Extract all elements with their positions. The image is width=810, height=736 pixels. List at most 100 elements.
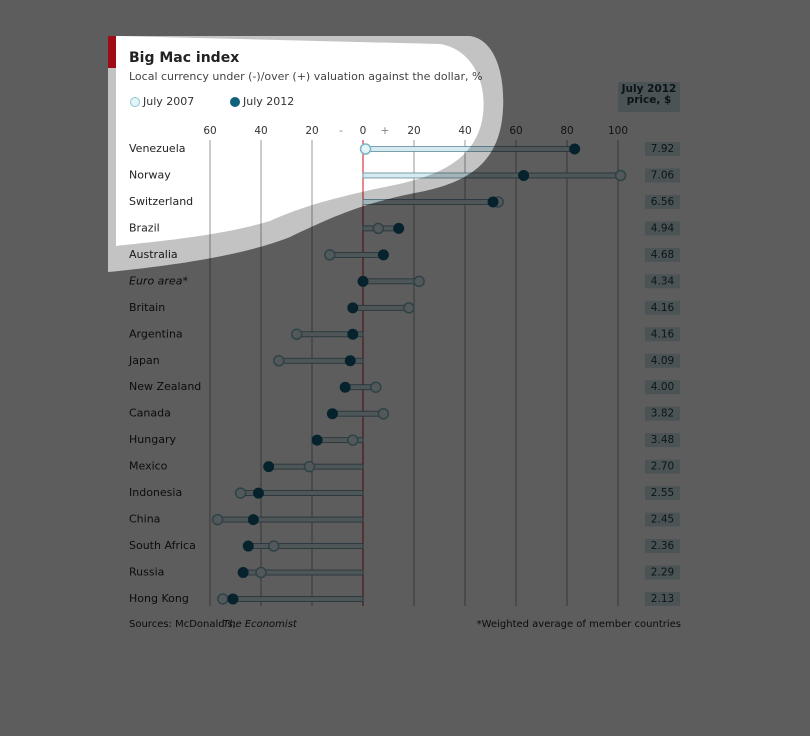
price-label: 4.34 — [651, 275, 675, 287]
dot-2007 — [255, 566, 267, 579]
connector — [362, 199, 499, 205]
dot-2012 — [377, 249, 389, 261]
dot-2012 — [518, 169, 530, 181]
dot-2012 — [357, 275, 369, 287]
price-label: 7.92 — [651, 143, 674, 155]
connector — [268, 463, 364, 470]
connector — [362, 146, 576, 152]
connector — [352, 304, 410, 311]
price-header-box: July 2012 price, $ — [618, 82, 680, 112]
x-tick-label: 20 — [407, 125, 420, 137]
dot-2007 — [370, 381, 382, 393]
connector — [222, 596, 364, 602]
dot-2007 — [413, 275, 425, 288]
dot-2007 — [268, 540, 280, 552]
dot-2007 — [303, 460, 316, 473]
subtitle: Local currency under (-)/over (+) valuat… — [129, 70, 482, 83]
source-name: The Economist — [223, 619, 298, 630]
category-label: Canada — [129, 407, 171, 420]
plus-sign: + — [380, 124, 389, 137]
dot-2012 — [237, 567, 249, 579]
category-label: Russia — [129, 566, 164, 579]
dot-2007 — [324, 249, 336, 261]
category-label: Argentina — [129, 327, 183, 340]
category-label: Brazil — [129, 221, 160, 234]
dot-2012 — [242, 540, 254, 552]
category-label: South Africa — [129, 539, 196, 552]
category-label: China — [129, 513, 160, 526]
x-tick-label: 80 — [560, 125, 573, 137]
price-label: 3.48 — [651, 434, 674, 446]
price-label: 6.56 — [651, 196, 675, 208]
dot-2012 — [252, 487, 264, 499]
category-label: Japan — [128, 354, 160, 367]
dot-2007 — [347, 434, 359, 446]
dot-2012 — [311, 434, 323, 446]
x-tick-label: 40 — [458, 125, 471, 137]
price-label: 4.68 — [651, 249, 674, 261]
category-label: Britain — [129, 301, 165, 314]
dot-2007 — [273, 355, 285, 367]
price-label: 4.16 — [651, 302, 675, 314]
legend-label: July 2007 — [142, 95, 194, 108]
dot-2007 — [359, 143, 372, 155]
dot-2012 — [393, 222, 405, 234]
dot-2012 — [227, 593, 239, 605]
price-header: July 2012 price, $ — [618, 82, 680, 112]
chart-title: Big Mac index — [129, 50, 239, 66]
connector — [362, 278, 420, 285]
source: Sources: McDonald's; — [129, 619, 236, 630]
connector — [329, 251, 384, 258]
dot-2012 — [339, 381, 351, 393]
category-label: Mexico — [129, 460, 168, 473]
x-tick-label: 20 — [305, 125, 318, 137]
dot-2007 — [403, 302, 415, 314]
category-label: Hungary — [129, 433, 176, 446]
dot-2012 — [344, 355, 356, 367]
dot-2012 — [487, 196, 499, 208]
category-label: Norway — [129, 168, 171, 181]
connector — [331, 410, 384, 417]
dot-2012 — [263, 461, 275, 473]
price-label: 2.13 — [651, 593, 674, 605]
price-label: 4.09 — [651, 355, 674, 367]
dot-2012 — [347, 328, 359, 340]
dot-2007 — [290, 328, 303, 341]
footnote: *Weighted average of member countries — [477, 619, 681, 630]
legend-marker — [130, 97, 140, 107]
connector — [362, 172, 621, 179]
dot-2012 — [247, 514, 259, 526]
dot-2007 — [372, 222, 385, 235]
dot-2012 — [326, 408, 338, 420]
x-tick-label: 100 — [608, 125, 628, 137]
price-label: 2.70 — [651, 461, 674, 473]
price-label: 2.36 — [651, 540, 675, 552]
category-label: Indonesia — [129, 486, 182, 499]
category-label: Euro area* — [129, 274, 188, 287]
dot-2012 — [569, 143, 581, 155]
price-label: 2.55 — [651, 487, 674, 499]
price-label: 7.06 — [651, 169, 675, 181]
price-label: 4.00 — [651, 381, 674, 393]
price-label: 2.29 — [651, 567, 674, 579]
legend-label: July 2012 — [242, 95, 294, 108]
x-tick-label: 0 — [360, 125, 367, 137]
legend-marker — [230, 97, 240, 107]
dot-2007 — [217, 593, 229, 605]
price-label: 2.45 — [651, 514, 674, 526]
dot-2007 — [377, 407, 390, 420]
price-label: 3.82 — [651, 408, 674, 420]
x-tick-label: 60 — [203, 125, 216, 137]
category-label: Switzerland — [129, 195, 193, 208]
minus-sign: - — [339, 124, 343, 137]
category-label: Venezuela — [129, 142, 186, 155]
category-label: New Zealand — [129, 380, 201, 393]
price-label: 4.16 — [651, 328, 675, 340]
dot-2012 — [347, 302, 359, 314]
dot-2007 — [211, 513, 224, 526]
category-label: Hong Kong — [129, 592, 189, 605]
connector — [247, 543, 364, 549]
connector — [217, 516, 364, 523]
category-label: Australia — [129, 248, 178, 261]
